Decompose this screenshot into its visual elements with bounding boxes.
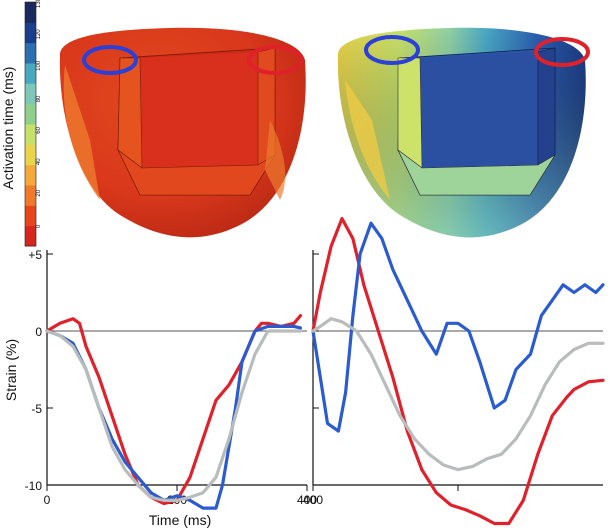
- x-axis-label: Time (ms): [149, 512, 211, 528]
- y-axis-label: Strain (%): [3, 339, 19, 401]
- colorbar-tick-label: 40: [36, 158, 42, 165]
- strain-curve: [311, 317, 605, 472]
- colorbar-tick-label: 100: [36, 60, 42, 71]
- strain-curve: [311, 221, 605, 433]
- colorbar-tick-label: 80: [36, 95, 42, 102]
- strain-curve: [45, 324, 303, 510]
- colorbar-tick-label: 60: [36, 126, 42, 133]
- colorbar-tick-label: 20: [36, 189, 42, 196]
- left-heart: [59, 27, 306, 238]
- y-tick-label: -5: [31, 402, 42, 416]
- colorbar-segment: [25, 22, 36, 44]
- colorbar-border: [24, 1, 37, 247]
- y-tick-label: 0: [35, 325, 42, 339]
- x-tick-label: 400: [303, 493, 323, 507]
- colorbar: 0 20 40 60 80 100 120 130: [24, 0, 42, 247]
- right-heart-blue-marker: [364, 35, 420, 65]
- colorbar-segment: [25, 124, 36, 145]
- x-tick-label: 0: [44, 493, 51, 507]
- colorbar-segment: [25, 42, 36, 64]
- colorbar-label: Activation time (ms): [0, 67, 16, 190]
- x-tick-label: 400: [297, 493, 317, 507]
- y-tick-label: -10: [25, 479, 43, 493]
- colorbar-segment: [25, 144, 36, 166]
- right-plot: 400: [303, 217, 605, 526]
- y-tick-label: +5: [28, 248, 42, 262]
- colorbar-segment: [25, 103, 36, 125]
- colorbar-tick-label: 0: [36, 224, 42, 228]
- left-heart-red-marker: [247, 45, 303, 75]
- colorbar-segment: [25, 83, 36, 105]
- colorbar-segment: [25, 205, 36, 227]
- colorbar-segment: [25, 2, 36, 23]
- left-heart-blue-marker: [82, 45, 138, 75]
- colorbar-tick-label: 130: [36, 0, 42, 8]
- colorbar-segment: [25, 63, 36, 84]
- colorbar-segment: [25, 225, 36, 247]
- left-plot: +50-5-10 0 200 400: [25, 248, 317, 510]
- colorbar-segment: [25, 164, 36, 186]
- colorbar-tick-label: 120: [36, 29, 42, 40]
- right-heart-red-marker: [534, 37, 590, 67]
- strain-curve: [45, 329, 303, 502]
- right-heart: [337, 27, 590, 238]
- strain-curve: [311, 217, 605, 526]
- colorbar-segment: [25, 185, 36, 206]
